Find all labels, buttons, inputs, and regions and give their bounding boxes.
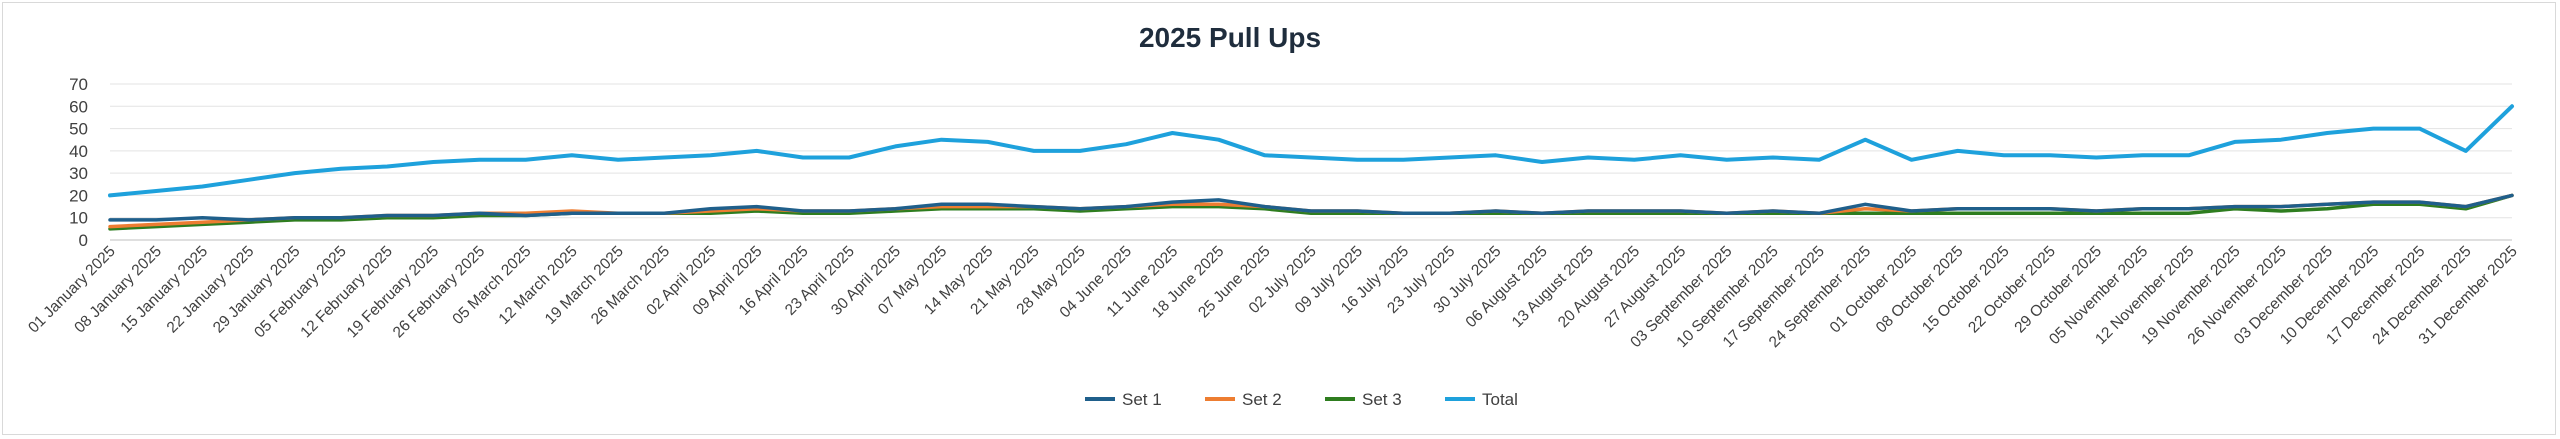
x-tick-label: 27 August 2025 — [1601, 243, 1689, 331]
gridlines — [110, 83, 2512, 241]
legend: Set 1 Set 2 Set 3 Total — [1085, 390, 1518, 409]
chart-title: 2025 Pull Ups — [1139, 22, 1321, 53]
y-tick-label: 40 — [69, 142, 88, 161]
x-tick-label: 06 August 2025 — [1463, 243, 1551, 331]
series-lines — [108, 104, 2514, 231]
series-line-set-1 — [108, 193, 2514, 222]
legend-label: Set 3 — [1362, 390, 1402, 409]
x-tick-label: 20 August 2025 — [1555, 243, 1643, 331]
y-tick-label: 70 — [69, 75, 88, 94]
y-tick-label: 30 — [69, 164, 88, 183]
y-tick-label: 0 — [79, 231, 88, 250]
y-axis-ticks: 0 10 20 30 40 50 60 70 — [69, 75, 88, 250]
legend-label: Set 1 — [1122, 390, 1162, 409]
y-tick-label: 10 — [69, 209, 88, 228]
y-tick-label: 50 — [69, 120, 88, 139]
series-line-total — [108, 104, 2514, 198]
x-tick-label: 13 August 2025 — [1509, 243, 1597, 331]
y-tick-label: 60 — [69, 97, 88, 116]
y-tick-label: 20 — [69, 186, 88, 205]
legend-label: Set 2 — [1242, 390, 1282, 409]
legend-label: Total — [1482, 390, 1518, 409]
